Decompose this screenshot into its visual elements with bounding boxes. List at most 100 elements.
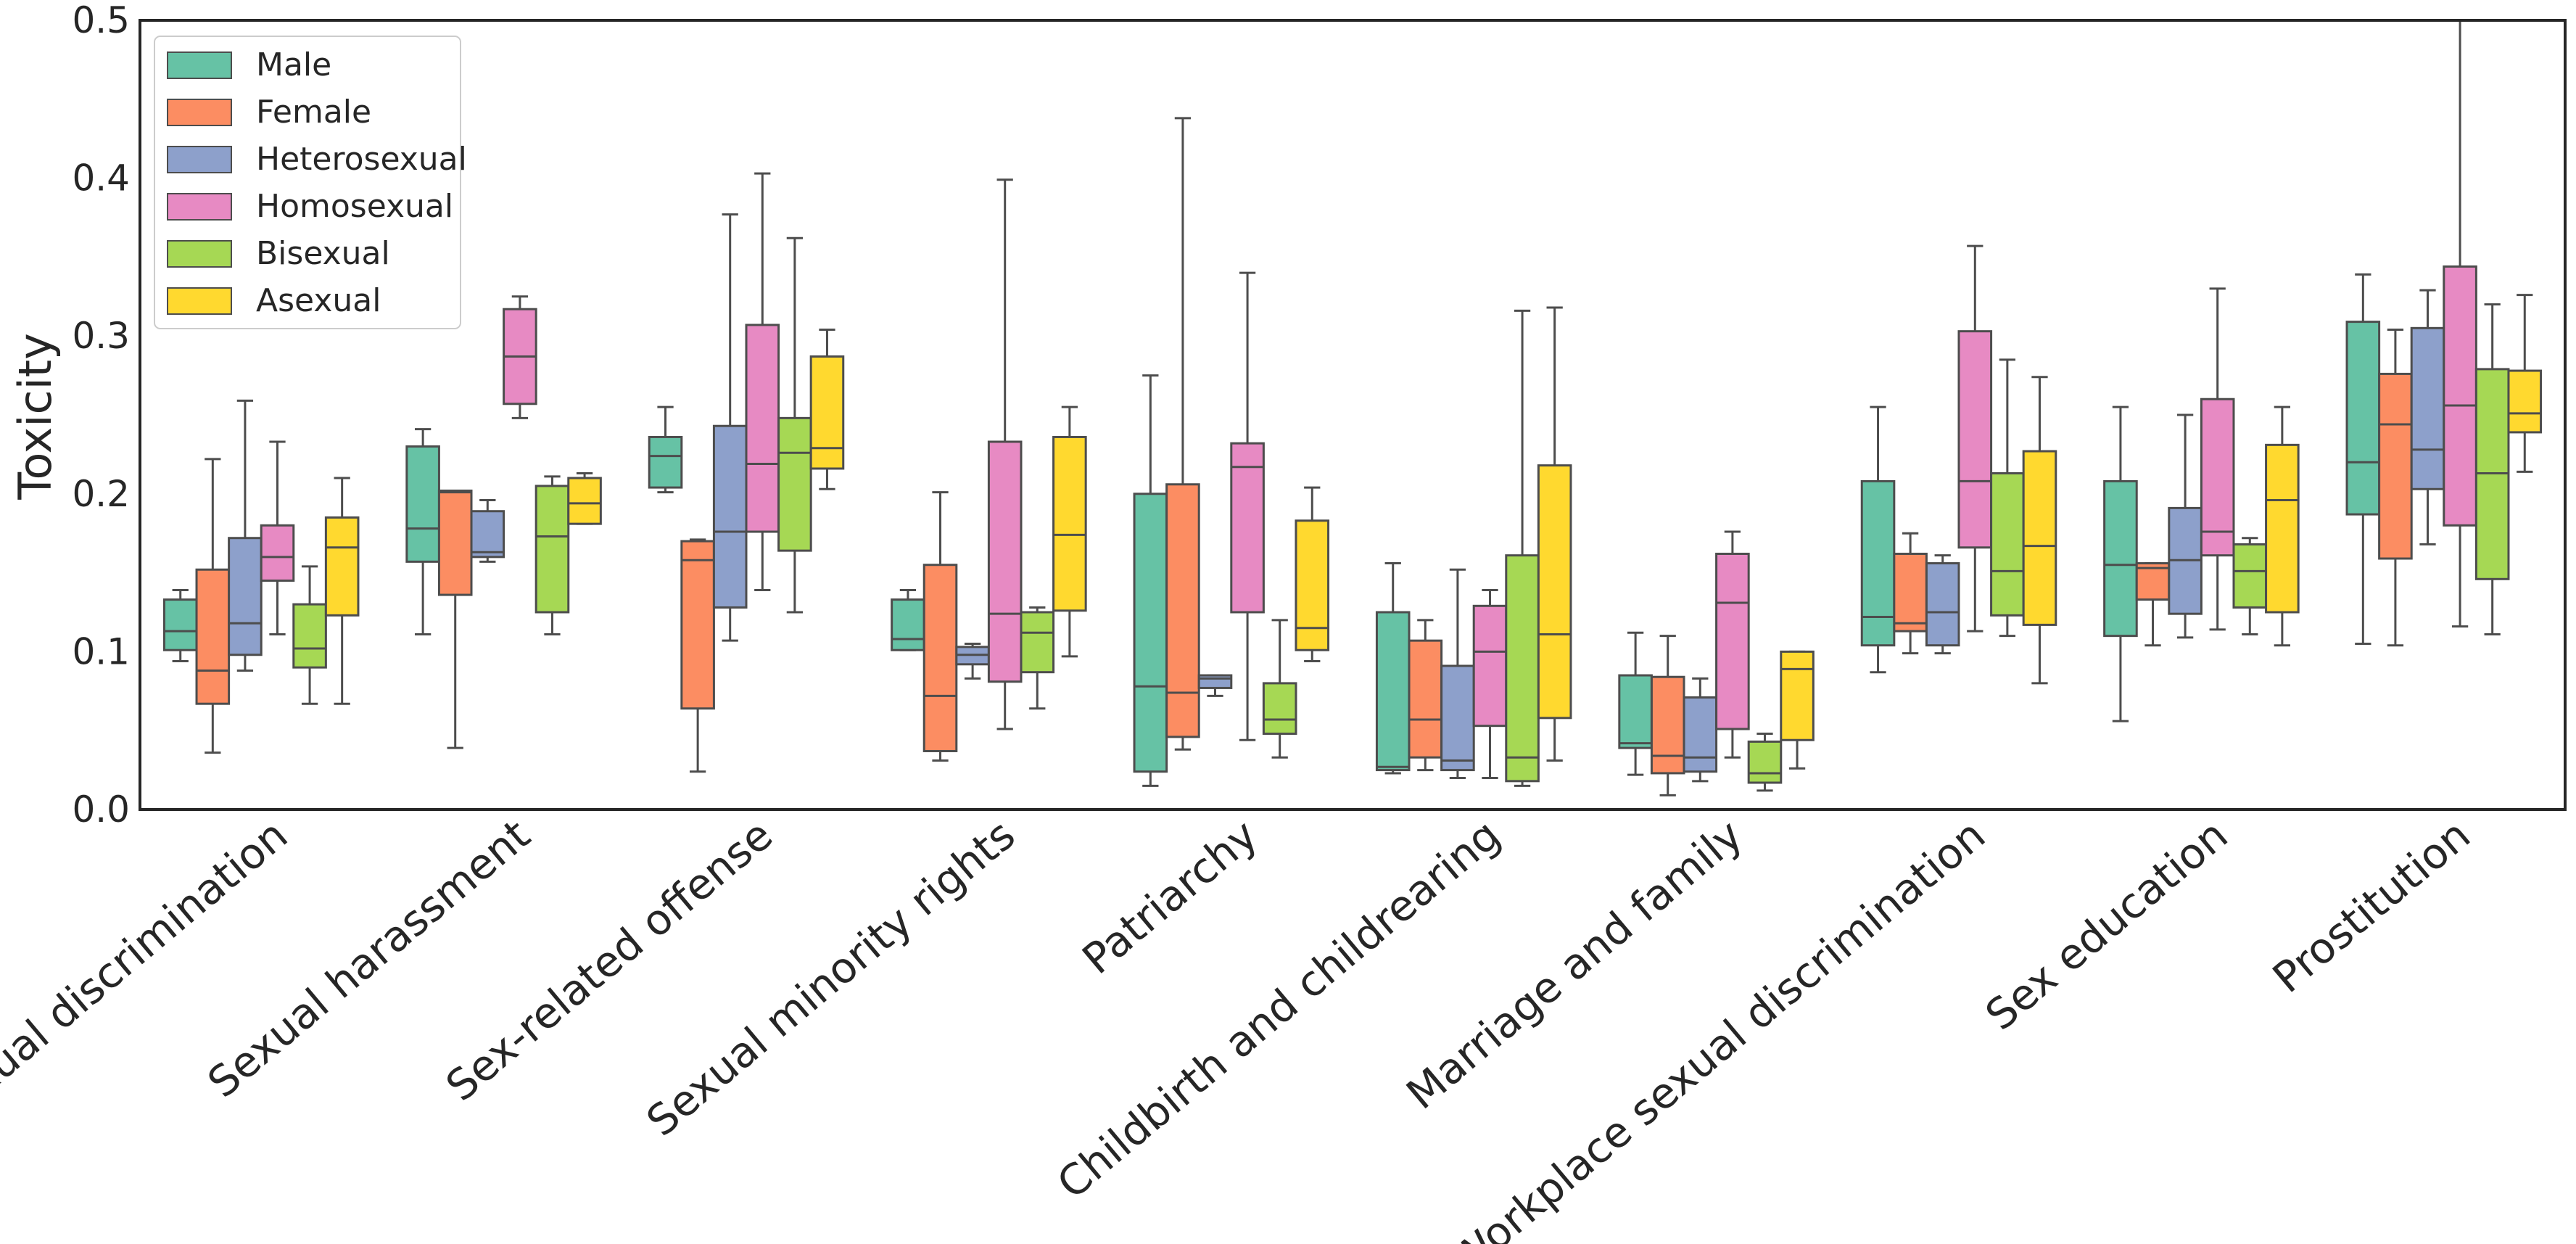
box-female [2378,328,2413,647]
box-iqr [1197,674,1233,689]
y-tick-label: 0.1 [72,630,130,672]
box-heterosexual [1925,554,1960,655]
box-female [680,538,715,773]
legend: Male Female Heterosexual Homosexual Bisexual… [154,36,467,329]
box-male [1618,631,1653,776]
box-iqr [1505,554,1540,783]
legend-swatch [167,52,232,79]
box-iqr [809,355,845,470]
y-tick-label: 0.3 [72,315,130,357]
x-tick-label: Prostitution [2263,810,2480,1002]
box-iqr [1537,464,1572,720]
box-asexual [1295,486,1330,662]
box-asexual [809,328,845,490]
legend-label: Male [256,46,331,83]
box-iqr [2507,369,2543,434]
box-iqr [712,424,748,609]
y-axis: 0.0 0.1 0.2 0.3 0.4 0.5 [72,0,130,831]
box-iqr [2410,326,2445,490]
legend-label: Asexual [256,282,381,319]
box-iqr [324,516,360,617]
box-female [195,458,231,754]
box-male [891,589,925,651]
box-homosexual [2443,20,2477,628]
box-group [162,20,2543,796]
box-iqr [1262,682,1297,736]
box-iqr [228,537,263,656]
box-homosexual [1472,589,1508,779]
legend-label: Female [256,94,371,131]
x-tick-label: Sex education [1976,810,2237,1040]
box-iqr [2200,397,2235,557]
box-iqr [1747,740,1783,784]
legend-swatch [167,146,232,173]
y-tick-label: 0.5 [72,0,130,41]
legend-swatch [167,193,232,221]
box-female [1165,117,1200,751]
box-iqr [195,568,231,705]
box-iqr [292,603,327,669]
box-heterosexual [1197,674,1233,697]
box-iqr [1133,493,1168,773]
box-iqr [1472,604,1508,728]
box-heterosexual [712,213,748,642]
box-iqr [2022,450,2057,626]
box-asexual [1052,405,1087,658]
box-homosexual [2200,287,2235,631]
box-iqr [2443,265,2477,527]
box-heterosexual [470,499,505,563]
legend-label: Bisexual [256,235,390,272]
box-homosexual [1230,271,1265,741]
box-iqr [891,598,925,651]
box-bisexual [777,236,812,614]
box-iqr [987,440,1023,683]
box-asexual [1780,650,1815,770]
box-female [2135,562,2171,647]
box-bisexual [1262,619,1297,759]
box-iqr [2232,543,2268,609]
box-iqr [162,598,198,651]
x-tick-label: Childbirth and childrearing [1048,810,1509,1208]
box-iqr [1375,611,1411,772]
box-bisexual [2232,537,2268,635]
box-bisexual [1747,733,1783,792]
box-asexual [324,477,360,705]
box-iqr [1650,675,1685,775]
box-iqr [567,477,602,525]
x-tick-label: Sexual discrimination [0,810,297,1139]
box-male [648,405,683,494]
box-male [162,589,198,662]
box-male [1375,562,1411,775]
box-iqr [1618,674,1653,749]
box-homosexual [1957,244,1993,633]
box-female [1893,532,1928,655]
box-homosexual [1715,530,1750,759]
box-bisexual [1020,606,1055,710]
legend-swatch [167,287,232,315]
box-bisexual [292,565,327,705]
box-female [1650,635,1685,796]
box-iqr [1990,472,2025,617]
box-iqr [534,485,570,614]
box-iqr [405,445,440,563]
box-heterosexual [2410,289,2445,545]
box-iqr [777,416,812,552]
box-bisexual [534,475,570,635]
box-heterosexual [2168,413,2203,639]
box-iqr [1860,479,1896,647]
plot-area [162,20,2543,796]
box-iqr [1230,442,1265,614]
box-iqr [1893,552,1928,633]
plot-frame [139,19,2567,811]
box-asexual [2265,405,2300,647]
box-iqr [1295,519,1330,651]
box-homosexual [503,295,537,419]
box-iqr [1165,483,1200,738]
box-iqr [1440,664,1475,772]
box-female [437,489,473,749]
legend-label: Homosexual [256,188,453,225]
box-homosexual [987,178,1023,730]
box-heterosexual [1683,677,1718,783]
